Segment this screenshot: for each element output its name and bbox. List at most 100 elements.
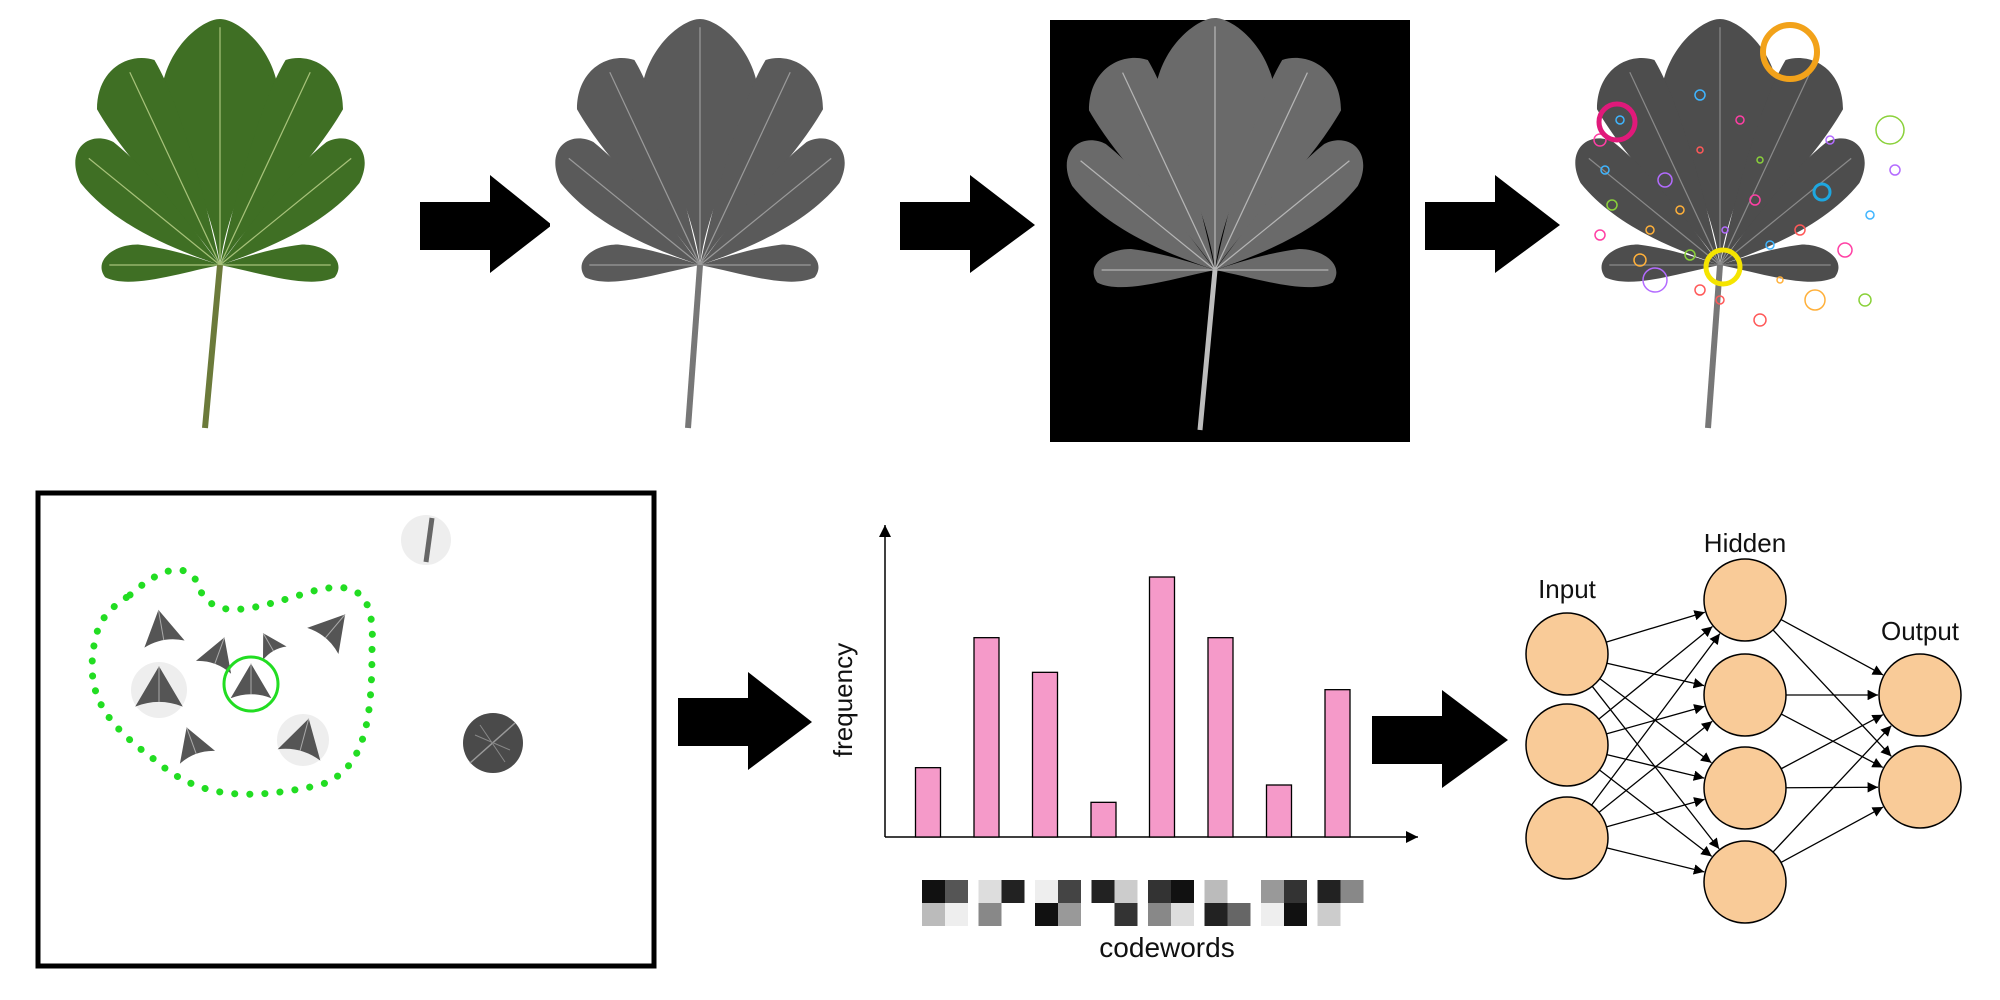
keypoint-marker [1804,289,1826,311]
hidden-node [1703,746,1787,830]
leaf-patch [277,714,329,766]
keypoint-marker [1675,205,1685,215]
leaf-patch [195,637,232,674]
keypoint-leaf-image [1570,18,1915,443]
leaf-petiole [202,264,223,429]
keypoint-marker [1735,115,1745,125]
keypoint-marker [1642,267,1668,293]
histogram-x-label: codewords [1099,932,1234,963]
leaf-patch [179,727,216,764]
color-leaf-image [70,18,415,443]
segmented-leaf-image [1050,17,1410,442]
hidden-node [1703,840,1787,924]
network-edge [1606,610,1705,643]
keypoint-marker [1756,156,1764,164]
leaf-petiole-gray [685,264,703,429]
codeword-tile [922,880,968,926]
feature-clustering-panel [35,490,657,969]
network-edge [1780,713,1884,769]
hidden-node [1703,653,1787,737]
keypoint-marker [1615,115,1625,125]
leaf-patch [230,663,272,699]
hidden-node [1703,558,1787,642]
keypoint-yellow-circle [1703,247,1743,287]
arrow-5 [1372,690,1508,788]
codeword-tile [1091,880,1138,926]
arrow-3 [1425,175,1560,273]
histogram-bar [1207,637,1234,838]
network-edge [1598,720,1713,813]
keypoint-marker [1657,172,1673,188]
keypoint-cyan-circle [1812,182,1832,202]
leaf-patch [307,614,346,655]
codeword-tile [1035,880,1081,926]
histogram-bar [1090,801,1117,838]
network-edge [1780,618,1884,676]
histogram-bar [1324,689,1351,838]
network-edge [1591,685,1720,850]
arrow-2 [900,175,1035,273]
layer-label-hidden: Hidden [1704,528,1786,558]
keypoint-marker [1721,226,1729,234]
keypoint-magenta-circle [1596,101,1638,143]
leaf-petiole-segmented [1197,269,1218,431]
outlier-patch-top [401,515,451,565]
keypoint-marker [1593,133,1607,147]
network-edge [1780,714,1884,770]
keypoint-marker [1696,146,1704,154]
histogram-bar [973,637,1000,838]
codeword-tile [1261,880,1307,926]
keypoint-marker [1825,135,1835,145]
keypoint-marker [1749,194,1761,206]
network-edge [1591,633,1721,806]
keypoint-marker [1889,164,1901,176]
histogram-bar [914,767,942,838]
leaf-petiole-keypoints [1705,264,1723,429]
histogram-y-label: frequency [828,643,858,757]
input-node [1525,612,1609,696]
keypoint-marker [1765,240,1775,250]
keypoint-marker [1645,225,1655,235]
network-edge [1606,847,1705,875]
keypoint-marker [1858,293,1872,307]
histogram-bar [1265,784,1293,838]
layer-label-input: Input [1538,574,1597,604]
keypoint-marker [1865,210,1875,220]
keypoint-marker [1794,224,1806,236]
codeword-tile [1148,880,1194,926]
leaf-patch [262,632,287,661]
neural-network: Input Hidden Output [1525,528,1962,924]
input-node [1525,703,1609,787]
histogram-bar [1148,576,1176,838]
codeword-tile [978,880,1025,926]
keypoint-marker [1875,115,1905,145]
codeword-tile [1317,880,1364,926]
keypoint-marker [1606,199,1618,211]
keypoint-marker [1694,89,1706,101]
keypoint-marker [1684,249,1696,261]
keypoint-marker [1837,242,1853,258]
network-edge [1772,629,1892,757]
codeword-tile [1204,880,1251,926]
selected-patch-ring [222,655,280,713]
outlier-patch-dark [463,713,523,773]
network-edge [1606,662,1705,689]
histogram-bar [1031,671,1059,838]
arrow-4 [678,672,812,770]
keypoint-marker [1594,229,1606,241]
network-edge [1772,725,1892,853]
output-node [1878,745,1962,829]
leaf-patch [144,609,185,648]
keypoint-orange-circle [1760,22,1820,82]
network-edge [1606,797,1705,828]
codeword-histogram: frequency codewords [828,525,1418,963]
input-node [1525,796,1609,880]
network-edge [1785,782,1879,793]
leaf-patch [131,662,187,718]
arrow-1 [420,175,552,273]
keypoint-marker [1776,276,1784,284]
output-node [1878,653,1962,737]
grayscale-leaf-image [550,18,900,443]
keypoint-marker [1600,165,1610,175]
